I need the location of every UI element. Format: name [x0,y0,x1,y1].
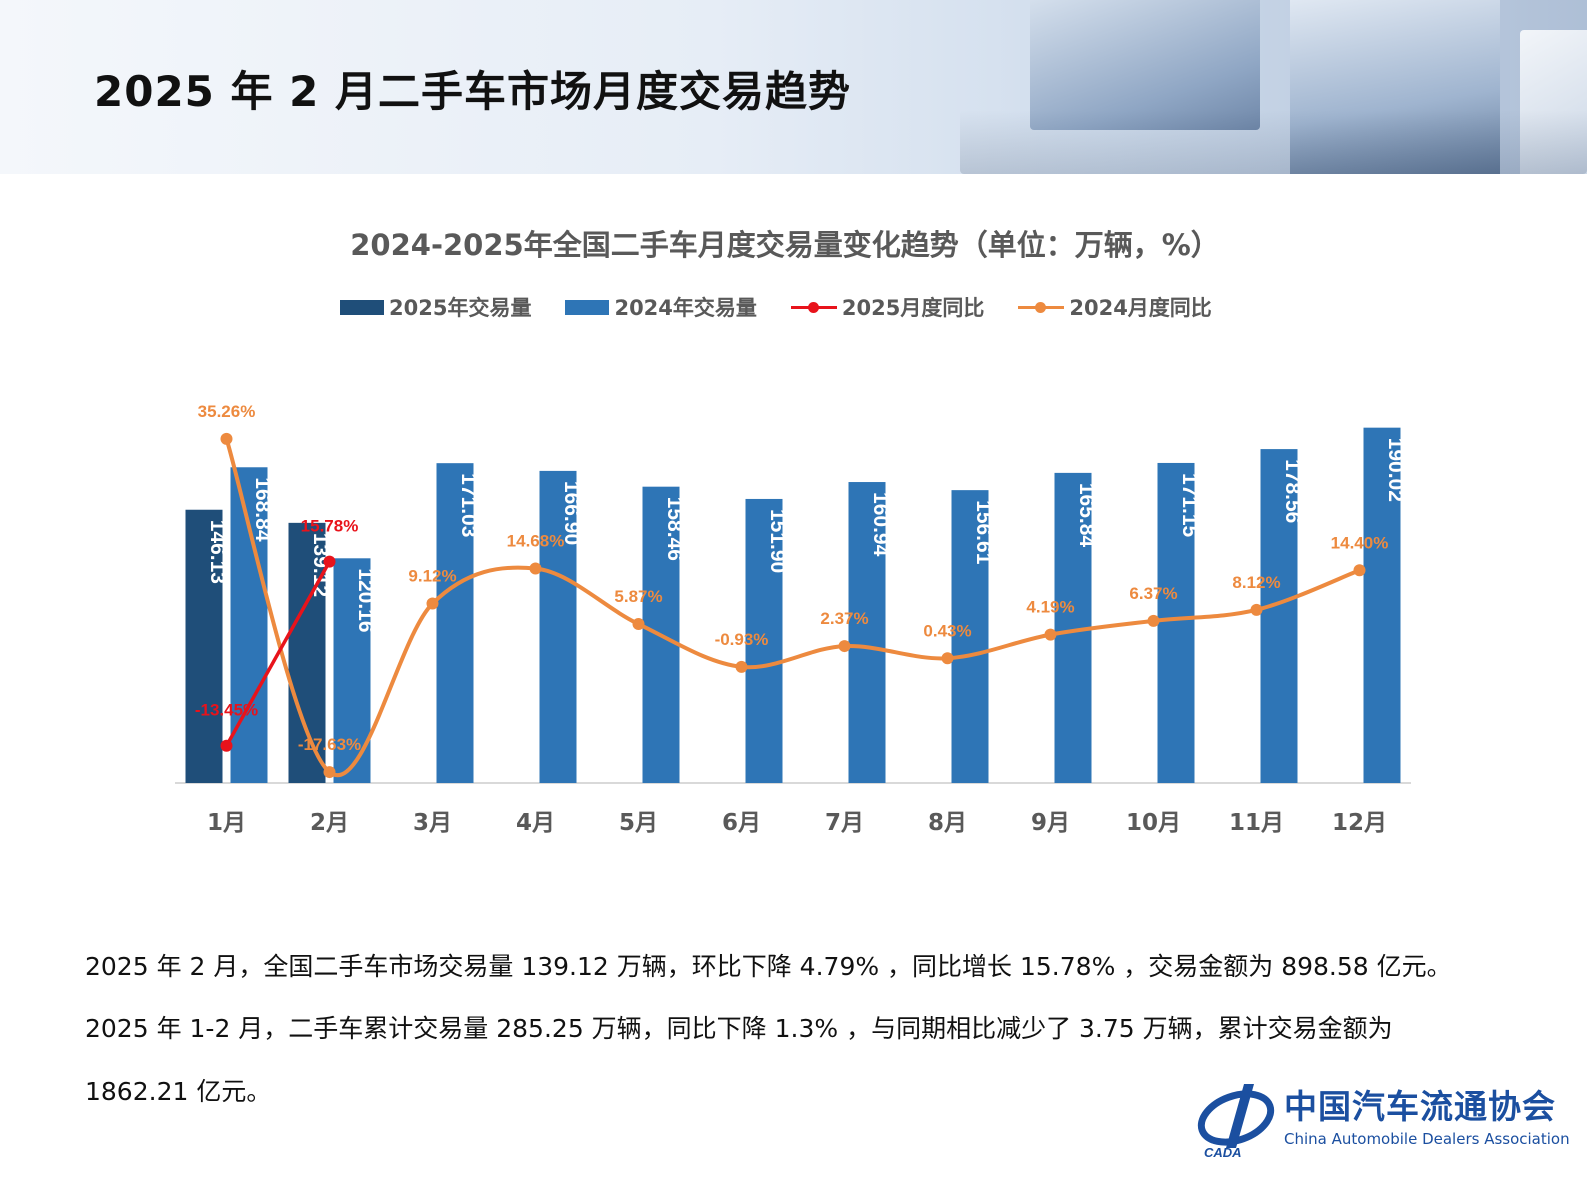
banner-decoration [1520,30,1587,174]
point-label-2024-yoy: 4.19% [1026,598,1074,617]
point-2024-yoy [426,597,439,610]
bar-2024 [848,482,886,783]
x-tick-label: 7月 [825,810,864,836]
bar-2024 [745,498,783,783]
legend-swatch [565,299,610,315]
legend-item-2024-volume: 2024年交易量 [565,292,757,322]
line-2025-yoy [224,560,332,747]
legend-item-2025-yoy: 2025月度同比 [790,292,985,322]
bar-2024 [436,463,474,783]
point-label-2024-yoy: 5.87% [614,587,662,606]
summary-paragraph-2: 2025 年 1-2 月，二手车累计交易量 285.25 万辆，同比下降 1.3… [85,1014,1393,1043]
legend-label: 2024月度同比 [1069,296,1212,320]
point-2024-yoy [1044,628,1057,641]
point-label-2024-yoy: 8.12% [1232,573,1280,592]
chart-legend: 2025年交易量 2024年交易量 2025月度同比 2024月度同比 [340,290,1212,324]
legend-label: 2025月度同比 [841,296,985,320]
banner-decoration [1030,0,1260,130]
x-tick-label: 10月 [1126,810,1181,836]
x-tick-label: 6月 [722,810,761,836]
legend-label: 2024年交易量 [614,296,757,320]
bar-label-2024: 166.90 [560,481,583,545]
x-tick-label: 5月 [619,810,658,836]
x-tick-label: 4月 [516,810,555,836]
logo-abbr: CADA [1204,1145,1242,1160]
point-label-2024-yoy: 9.12% [408,567,456,586]
point-2024-yoy [941,652,954,665]
bar-label-2024: 165.84 [1075,483,1098,548]
bar-2024 [1157,462,1195,783]
x-tick-label: 9月 [1031,810,1070,836]
legend-label: 2025年交易量 [389,296,532,320]
bar-label-2024: 160.94 [869,492,892,557]
logo-name-cn: 中国汽车流通协会 [1284,1087,1556,1126]
x-tick-label: 8月 [928,810,967,836]
chart-title: 2024-2025年全国二手车月度交易量变化趋势（单位：万辆，%） [350,228,1220,262]
bar-label-2024: 158.46 [663,497,686,561]
point-label-2024-yoy: -17.63% [298,735,361,754]
point-2025-yoy [220,739,233,752]
banner-decoration [960,110,1587,174]
bar-2024 [1363,427,1401,783]
point-label-2025-yoy: -13.45% [195,701,258,720]
summary-paragraph-1: 2025 年 2 月，全国二手车市场交易量 139.12 万辆，环比下降 4.7… [85,952,1452,981]
point-2024-yoy [1353,564,1366,577]
cada-emblem-icon: CADA [1197,1084,1275,1160]
point-2024-yoy [632,618,645,631]
x-tick-label: 12月 [1332,810,1387,836]
banner-decoration [1290,0,1500,174]
bar-2024 [539,470,577,783]
bar-label-2024: 178.56 [1281,459,1304,523]
x-tick-label: 2月 [310,810,349,836]
bar-2025 [185,509,223,783]
bar-label-2025: 139.12 [309,533,332,597]
bar-label-2025: 146.13 [206,520,229,584]
point-2024-yoy [323,766,336,779]
point-2024-yoy [1250,603,1263,616]
bar-label-2024: 190.02 [1384,438,1407,502]
logo-name-en: China Automobile Dealers Association [1284,1130,1570,1148]
page-title: 2025 年 2 月二手车市场月度交易趋势 [94,67,851,116]
summary-paragraph-3: 1862.21 亿元。 [85,1077,272,1106]
bar-label-2024: 171.15 [1178,473,1201,538]
point-2024-yoy [1147,614,1160,627]
point-2024-yoy [735,660,748,673]
x-tick-label: 3月 [413,810,452,836]
cada-logo: CADA 中国汽车流通协会 China Automobile Dealers A… [1196,1078,1576,1160]
point-label-2024-yoy: 2.37% [820,609,868,628]
bar-2024 [951,490,989,783]
header-banner: 2025 年 2 月二手车市场月度交易趋势 [0,0,1587,174]
x-tick-label: 1月 [207,810,246,836]
point-2025-yoy [323,555,336,568]
bar-label-2024: 156.61 [972,500,995,565]
point-label-2024-yoy: -0.93% [715,630,769,649]
point-label-2024-yoy: 0.43% [923,621,971,640]
legend-swatch [790,300,837,314]
legend-item-2025-volume: 2025年交易量 [340,292,531,322]
bar-label-2024: 168.84 [251,477,274,542]
point-2024-yoy [220,432,233,445]
point-label-2024-yoy: 35.26% [198,402,256,421]
legend-item-2024-yoy: 2024月度同比 [1018,292,1212,322]
point-label-2024-yoy: 14.68% [507,532,565,551]
point-2024-yoy [529,562,542,575]
point-2024-yoy [838,640,851,653]
point-label-2025-yoy: 15.78% [301,517,359,536]
bar-label-2024: 171.03 [457,473,480,537]
bar-label-2024: 120.16 [354,568,377,632]
legend-swatch [1018,300,1065,314]
point-label-2024-yoy: 14.40% [1331,533,1389,552]
point-label-2024-yoy: 6.37% [1129,584,1177,603]
bar-label-2024: 151.90 [766,509,789,573]
bar-2025 [288,522,326,783]
legend-swatch [340,299,384,315]
x-tick-label: 11月 [1229,810,1284,836]
bar-2024 [1260,449,1298,783]
